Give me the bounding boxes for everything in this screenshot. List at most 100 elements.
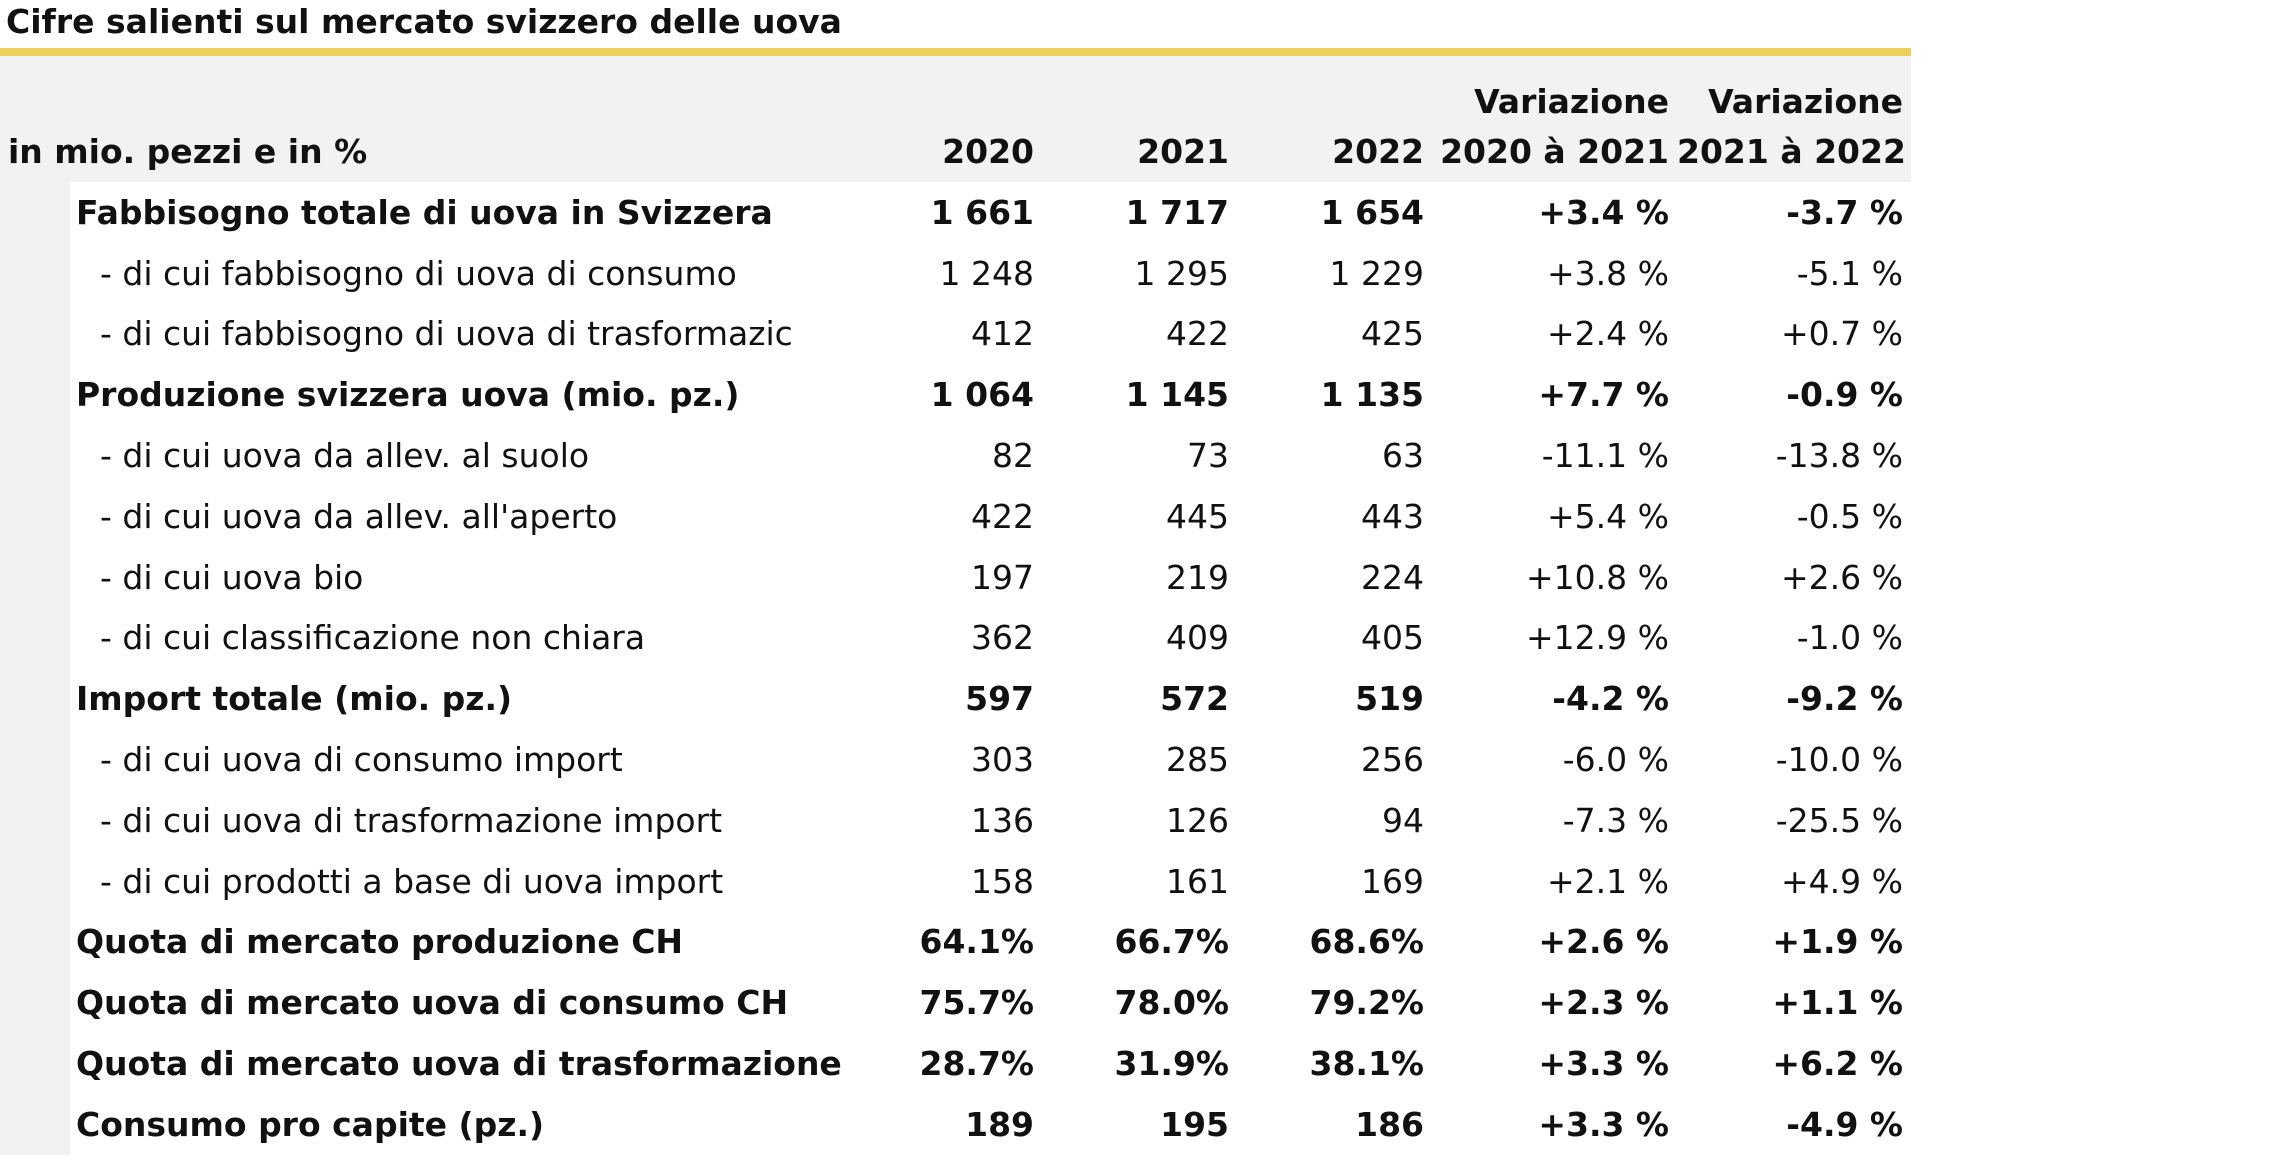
table-cell: +2.1 %: [1547, 861, 1669, 901]
row-indent-gutter: [0, 303, 70, 365]
table-cell: +3.8 %: [1547, 253, 1669, 293]
table-body: Fabbisogno totale di uova in Svizzera 1 6…: [0, 182, 1911, 1155]
table-cell: -3.7 %: [1786, 192, 1903, 232]
table-cell: 28.7%: [919, 1044, 1035, 1084]
table-row: Fabbisogno totale di uova in Svizzera 1 6…: [0, 182, 1911, 243]
table-cell: 64.1%: [919, 922, 1035, 962]
table-cell: +3.3 %: [1538, 1044, 1669, 1084]
table-cell: 1 145: [1125, 375, 1229, 415]
table-cell: 219: [1166, 557, 1229, 597]
table-cell: -9.2 %: [1786, 679, 1903, 719]
table-cell: -6.0 %: [1562, 740, 1669, 780]
table-cell: 186: [1355, 1104, 1424, 1144]
header-row-years: in mio. pezzi e in % 2020 2021 2022 2020…: [0, 121, 1911, 182]
table-cell: +0.7 %: [1781, 314, 1903, 354]
table-title: Cifre salienti sul mercato svizzero dell…: [6, 2, 842, 41]
row-indent-gutter: [0, 911, 70, 973]
table-cell: 409: [1166, 618, 1229, 658]
table-row: - di cui uova di trasformazione import 13…: [0, 789, 1911, 851]
row-indent-gutter: [0, 789, 70, 851]
table-cell: 422: [1166, 314, 1229, 354]
table-cell: +4.9 %: [1781, 861, 1903, 901]
table-row: - di cui classificazione non chiara 362 40…: [0, 607, 1911, 669]
row-indent-gutter: [0, 1033, 70, 1094]
row-label: Quota di mercato uova di consumo CH: [76, 983, 789, 1023]
table-cell: 256: [1361, 740, 1424, 780]
header-cell: 2022: [1332, 132, 1424, 171]
row-indent-gutter: [0, 364, 70, 426]
table-cell: -10.0 %: [1775, 740, 1903, 780]
header-cell: [1042, 56, 1237, 121]
header-cell: Variazione: [1474, 82, 1669, 121]
table-cell: -11.1 %: [1541, 436, 1669, 476]
table-row: Quota di mercato uova di trasformazione …: [0, 1033, 1911, 1094]
table-cell: 31.9%: [1114, 1044, 1230, 1084]
table-cell: -0.9 %: [1786, 375, 1903, 415]
table-cell: 1 295: [1134, 253, 1229, 293]
table-cell: 405: [1361, 618, 1424, 658]
row-label: - di cui classificazione non chiara: [100, 618, 646, 658]
table-row: Quota di mercato uova di consumo CH 75.7%…: [0, 972, 1911, 1034]
row-indent-gutter: [0, 182, 70, 243]
header-cell: [847, 56, 1042, 121]
row-label: - di cui fabbisogno di uova di trasforma…: [100, 314, 793, 354]
row-label: Quota di mercato produzione CH: [76, 922, 684, 962]
table-cell: 136: [971, 800, 1034, 840]
table-cell: +2.6 %: [1781, 557, 1903, 597]
row-label: Import totale (mio. pz.): [76, 679, 513, 719]
table-row: Produzione svizzera uova (mio. pz.) 1 064…: [0, 364, 1911, 426]
header-cell: 2021: [1137, 132, 1229, 171]
table-cell: 422: [971, 496, 1034, 536]
title-accent-rule: [0, 48, 1911, 56]
table-cell: +5.4 %: [1547, 496, 1669, 536]
row-indent-gutter: [0, 850, 70, 912]
header-cell: Variazione: [1708, 82, 1903, 121]
table-row: - di cui fabbisogno di uova di consumo 1 …: [0, 242, 1911, 304]
table-cell: 572: [1160, 679, 1229, 719]
row-indent-gutter: [0, 242, 70, 304]
table-cell: +10.8 %: [1526, 557, 1669, 597]
header-cell: 2020 à 2021: [1440, 132, 1669, 171]
table-cell: -13.8 %: [1775, 436, 1903, 476]
data-table: Variazione Variazione in mio. pezzi e in…: [0, 56, 1911, 1155]
table-cell: 285: [1166, 740, 1229, 780]
table-cell: 1 135: [1320, 375, 1424, 415]
row-indent-gutter: [0, 485, 70, 547]
table-cell: 224: [1361, 557, 1424, 597]
table-cell: 197: [971, 557, 1034, 597]
table-cell: +12.9 %: [1526, 618, 1669, 658]
row-indent-gutter: [0, 546, 70, 608]
table-cell: 78.0%: [1114, 983, 1230, 1023]
row-label: - di cui uova da allev. all'aperto: [100, 496, 618, 536]
table-cell: 1 717: [1125, 192, 1229, 232]
unit-label: in mio. pezzi e in %: [8, 132, 368, 171]
row-label: Consumo pro capite (pz.): [76, 1104, 545, 1144]
table-cell: 362: [971, 618, 1034, 658]
table-cell: 94: [1382, 800, 1424, 840]
table-cell: -5.1 %: [1796, 253, 1903, 293]
row-label: - di cui uova di consumo import: [100, 740, 623, 780]
table-cell: 75.7%: [919, 983, 1035, 1023]
row-label: Quota di mercato uova di trasformazione …: [76, 1044, 847, 1084]
table-row: Consumo pro capite (pz.) 189 195 186 +3.3 % -…: [0, 1093, 1911, 1155]
table-cell: +6.2 %: [1772, 1044, 1903, 1084]
table-cell: +2.6 %: [1538, 922, 1669, 962]
row-label: - di cui uova bio: [100, 557, 364, 597]
table-cell: +1.9 %: [1772, 922, 1903, 962]
row-indent-gutter: [0, 729, 70, 790]
header-cell: 2020: [942, 132, 1034, 171]
table-row: - di cui uova bio 197 219 224 +10.8 % +2.6 %: [0, 546, 1911, 608]
table-cell: -4.2 %: [1552, 679, 1669, 719]
table-row: Quota di mercato produzione CH 64.1% 66.7%…: [0, 911, 1911, 973]
table-cell: 1 248: [939, 253, 1034, 293]
row-indent-gutter: [0, 972, 70, 1034]
table-cell: 195: [1160, 1104, 1229, 1144]
table-cell: +3.3 %: [1538, 1104, 1669, 1144]
table-cell: 597: [965, 679, 1034, 719]
header-row-variation: Variazione Variazione: [0, 56, 1911, 121]
row-indent-gutter: [0, 668, 70, 730]
table-cell: 1 654: [1320, 192, 1424, 232]
table-cell: 303: [971, 740, 1034, 780]
row-label: - di cui uova di trasformazione import: [100, 800, 723, 840]
